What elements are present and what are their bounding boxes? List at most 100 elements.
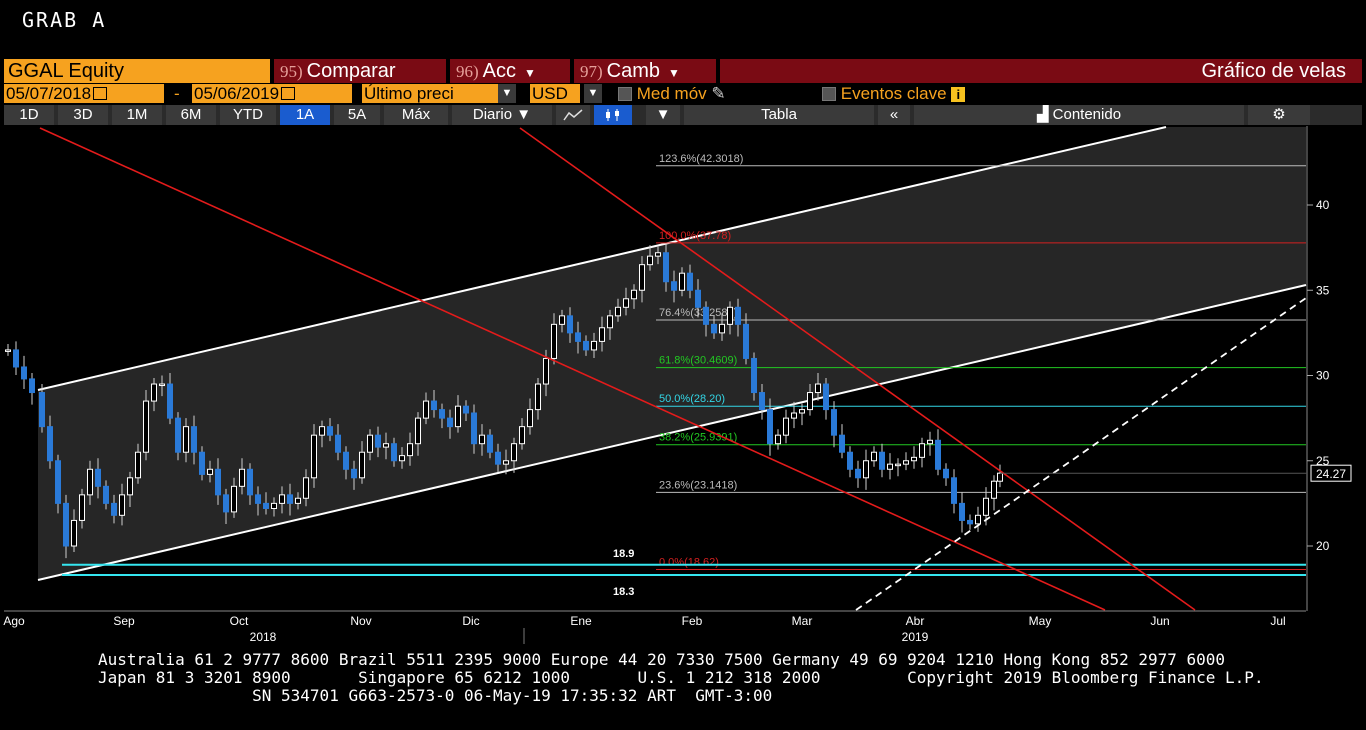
candle-body	[39, 392, 45, 428]
calendar-icon[interactable]	[93, 87, 108, 100]
pencil-icon[interactable]: ✎	[711, 84, 726, 103]
compare-menu[interactable]: 95) Comparar	[274, 59, 446, 83]
ticker-input[interactable]: GGAL Equity	[4, 59, 270, 83]
currency-select[interactable]: USD	[530, 84, 580, 103]
price-chart[interactable]: 123.6%(42.3018)100.0%(37.78)76.4%(33.258…	[0, 126, 1366, 650]
x-axis-tick-label: Ago	[3, 614, 25, 628]
window-title: GRAB A	[22, 8, 107, 32]
candle-body	[175, 417, 181, 453]
candle-body	[663, 252, 669, 283]
candle-body	[639, 264, 645, 291]
candle-body	[399, 455, 405, 462]
candle-body	[263, 502, 269, 509]
candle-body	[423, 400, 429, 419]
moving-average-label: Med móv	[636, 84, 707, 103]
candle-body	[543, 357, 549, 385]
candle-body	[831, 409, 837, 436]
key-events-toggle[interactable]: Eventos clave i	[822, 84, 1042, 103]
period-6m-button[interactable]: 6M	[166, 105, 216, 125]
date-range-dash: -	[174, 84, 180, 103]
chevron-down-icon: ▼	[524, 66, 536, 80]
change-menu[interactable]: 97) Camb ▼	[574, 59, 716, 83]
candle-body	[695, 289, 701, 308]
calendar-icon[interactable]	[281, 87, 296, 100]
candle-body	[591, 340, 597, 351]
moving-average-toggle[interactable]: Med móv ✎	[618, 84, 778, 103]
frequency-label: Diario	[472, 106, 513, 123]
candle-body	[703, 306, 709, 325]
candle-body	[823, 383, 829, 411]
gear-icon[interactable]: ⚙	[1248, 105, 1310, 125]
candle-body	[383, 443, 389, 448]
chevron-down-icon[interactable]: ▼	[584, 84, 602, 103]
candle-body	[87, 468, 93, 496]
candle-body	[503, 460, 509, 465]
candle-body	[535, 383, 541, 411]
candle-body	[903, 460, 909, 465]
candle-body	[95, 468, 101, 487]
moving-average-checkbox[interactable]	[618, 87, 632, 101]
y-axis-tick-label: 40	[1316, 198, 1330, 212]
line-chart-icon[interactable]	[556, 105, 590, 125]
candle-body	[679, 272, 685, 291]
candle-body	[407, 443, 413, 457]
chart-type-title: Gráfico de velas	[720, 59, 1362, 83]
fib-level-label: 0.0%(18.62)	[659, 557, 719, 569]
compare-label: Comparar	[306, 60, 396, 82]
period-1a-button[interactable]: 1A	[280, 105, 330, 125]
candle-body	[799, 409, 805, 414]
price-field-select[interactable]: Último preci	[362, 84, 498, 103]
content-button[interactable]: ▟ Contenido	[914, 105, 1244, 125]
fib-level-label: 23.6%(23.1418)	[659, 479, 737, 491]
support-level-label: 18.3	[613, 586, 634, 598]
bar-chart-icon: ▟	[1036, 106, 1049, 123]
period-ytd-button[interactable]: YTD	[220, 105, 276, 125]
candle-body	[231, 485, 237, 513]
period-1d-button[interactable]: 1D	[4, 105, 54, 125]
candle-body	[367, 434, 373, 453]
candle-body	[439, 409, 445, 419]
period-3d-button[interactable]: 3D	[58, 105, 108, 125]
candle-body	[21, 366, 27, 380]
candle-body	[71, 519, 77, 547]
period-toolbar: 1D 3D 1M 6M YTD 1A 5A Máx Diario ▼ ▼ Tab…	[4, 105, 1362, 125]
candle-body	[335, 434, 341, 453]
end-date-field[interactable]: 05/06/2019	[192, 84, 352, 103]
candle-body	[919, 443, 925, 458]
key-events-checkbox[interactable]	[822, 87, 836, 101]
chevron-down-icon[interactable]: ▼	[498, 84, 516, 103]
actions-number: 96)	[456, 62, 479, 81]
candle-body	[279, 494, 285, 504]
candle-body	[135, 451, 141, 479]
candle-body	[391, 443, 397, 462]
period-1m-button[interactable]: 1M	[112, 105, 162, 125]
candle-body	[911, 456, 917, 462]
candle-body	[807, 392, 813, 411]
y-axis-tick-label: 20	[1316, 539, 1330, 553]
candle-body	[647, 255, 653, 266]
footer-line-1: Australia 61 2 9777 8600 Brazil 5511 239…	[98, 650, 1226, 669]
frequency-select[interactable]: Diario ▼	[452, 105, 552, 125]
info-icon[interactable]: i	[951, 87, 966, 102]
collapse-left-icon[interactable]: «	[878, 105, 910, 125]
candle-body	[983, 497, 989, 516]
fib-level-label: 50.0%(28.20)	[659, 393, 725, 405]
x-axis-tick-label: Jun	[1150, 614, 1169, 628]
table-button[interactable]: Tabla	[684, 105, 874, 125]
candle-body	[927, 439, 933, 445]
period-max-button[interactable]: Máx	[384, 105, 448, 125]
chevron-down-icon[interactable]: ▼	[646, 105, 680, 125]
footer-line-2: Japan 81 3 3201 8900 Singapore 65 6212 1…	[98, 668, 1264, 687]
start-date-field[interactable]: 05/07/2018	[4, 84, 164, 103]
candle-body	[583, 340, 589, 351]
candle-body	[567, 315, 573, 334]
candle-body	[415, 417, 421, 445]
actions-label: Acc	[482, 60, 517, 82]
period-5a-button[interactable]: 5A	[334, 105, 380, 125]
x-axis-tick-label: Abr	[906, 614, 925, 628]
candle-body	[471, 412, 477, 445]
candlestick-icon[interactable]	[594, 105, 632, 125]
actions-menu[interactable]: 96) Acc ▼	[450, 59, 570, 83]
candle-body	[607, 315, 613, 329]
candle-body	[783, 417, 789, 436]
